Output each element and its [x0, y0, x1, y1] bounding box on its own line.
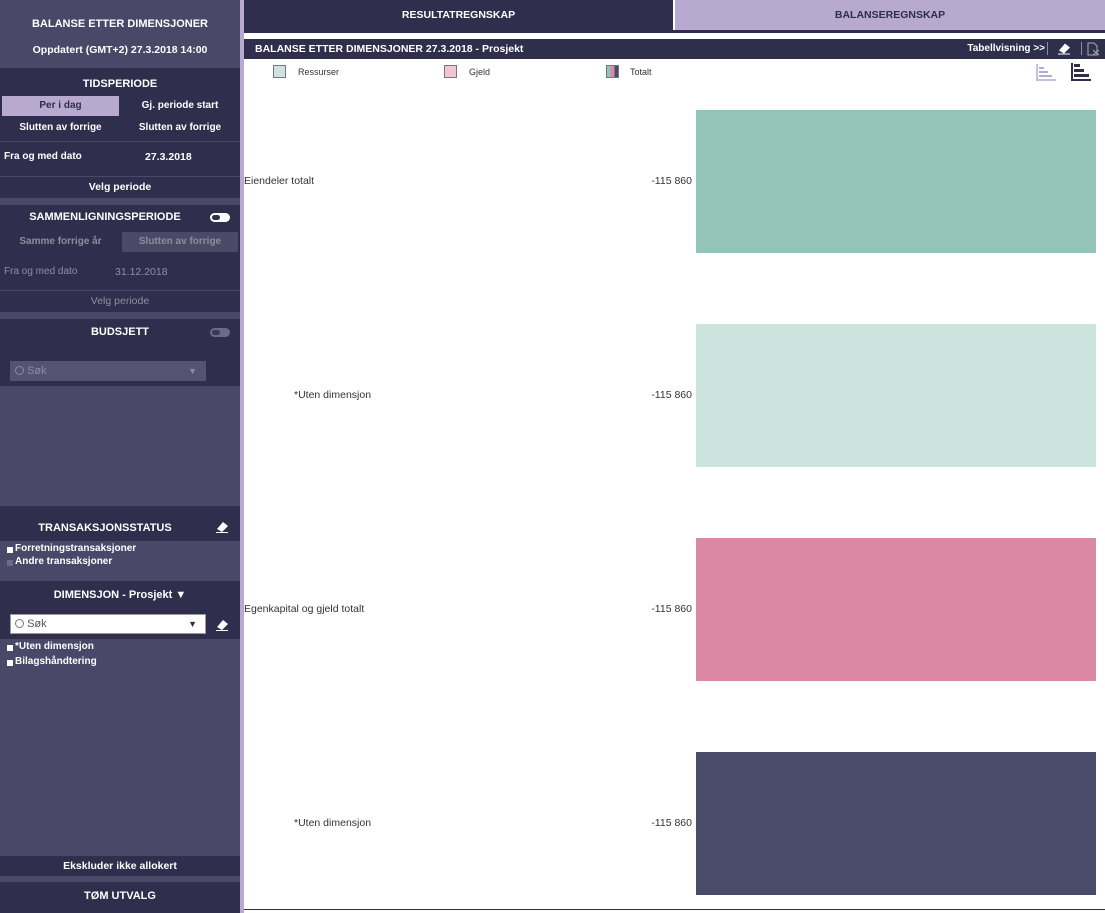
tab-resultatregnskap[interactable]: RESULTATREGNSKAP [244, 0, 673, 30]
report-title: BALANSE ETTER DIMENSJONER [31, 18, 209, 30]
budget-search-input[interactable]: Søk ▼ [10, 361, 206, 381]
bar[interactable] [696, 110, 1096, 253]
period-start-button[interactable]: Gj. periode start [122, 96, 238, 116]
bar[interactable] [696, 752, 1096, 895]
divider [0, 198, 240, 205]
list-item[interactable]: Andre transaksjoner [15, 556, 113, 567]
search-icon [15, 619, 24, 628]
bar-chart-light-icon[interactable] [1036, 64, 1056, 81]
same-last-year-button[interactable]: Samme forrige år [2, 232, 119, 252]
comparison-end-of-previous-button[interactable]: Slutten av forrige [122, 232, 238, 252]
end-of-previous-button[interactable]: Slutten av forrige [2, 118, 119, 138]
sidebar-header: BALANSE ETTER DIMENSJONER Oppdatert (GMT… [0, 0, 240, 68]
comparison-toggle[interactable] [210, 213, 230, 222]
divider [1081, 42, 1082, 55]
row-label: *Uten dimensjon [294, 816, 372, 829]
bar[interactable] [696, 538, 1096, 681]
divider [0, 506, 240, 513]
legend-label-ressurser: Ressurser [298, 67, 340, 77]
comparison-from-date-label: Fra og med dato [4, 266, 78, 277]
divider [1047, 42, 1048, 55]
comparison-from-date-value[interactable]: 31.12.2018 [115, 266, 168, 278]
row-label: Eiendeler totalt [244, 174, 315, 187]
budget-section-title: BUDSJETT [0, 320, 240, 344]
search-icon [15, 366, 24, 375]
exclude-unallocated-button[interactable]: Ekskluder ikke allokert [0, 856, 240, 876]
dimension-title-text: DIMENSJON - Prosjekt [53, 589, 173, 601]
tab-underline [244, 30, 1105, 33]
transaction-status-text: TRANSAKSJONSSTATUS [38, 522, 172, 534]
eraser-icon[interactable] [1057, 42, 1071, 55]
comparison-select-period-button[interactable]: Velg periode [0, 290, 240, 310]
dimension-search-input[interactable]: Søk ▼ [10, 614, 206, 634]
legend-label-totalt: Totalt [630, 67, 652, 77]
budget-list [0, 386, 240, 506]
from-date-label: Fra og med dato [4, 151, 82, 162]
per-i-dag-button[interactable]: Per i dag [2, 96, 119, 116]
chevron-down-icon: ▼ [188, 366, 197, 376]
updated-timestamp: Oppdatert (GMT+2) 27.3.2018 14:00 [32, 44, 208, 56]
data-label: -115 860 [651, 388, 692, 401]
comparison-section-title: SAMMENLIGNINGSPERIODE [0, 205, 240, 229]
transaction-status-list: Forretningstransaksjoner Andre transaksj… [0, 541, 240, 581]
report-tabs: RESULTATREGNSKAP BALANSEREGNSKAP [244, 0, 1105, 32]
checkbox[interactable] [7, 547, 13, 553]
chart-legend: Ressurser Gjeld Totalt [244, 62, 1105, 84]
dimension-section-title: DIMENSJON - Prosjekt ▼ [0, 583, 240, 607]
bar[interactable] [696, 324, 1096, 467]
dimension-search-placeholder: Søk [27, 618, 47, 630]
clear-filter-icon[interactable] [1087, 42, 1100, 56]
from-date-row: Fra og med dato 27.3.2018 [0, 141, 240, 171]
eraser-icon[interactable] [215, 521, 229, 533]
chart-header: BALANSE ETTER DIMENSJONER 27.3.2018 - Pr… [244, 39, 1105, 59]
budget-search-placeholder: Søk [27, 365, 47, 377]
list-item[interactable]: Bilagshåndtering [15, 656, 97, 667]
list-item[interactable]: Forretningstransaksjoner [15, 543, 137, 554]
bottom-border [244, 909, 1105, 910]
clear-selection-button[interactable]: TØM UTVALG [0, 883, 240, 909]
divider [0, 876, 240, 882]
comparison-title-text: SAMMENLIGNINGSPERIODE [29, 211, 181, 223]
period-section-title: TIDSPERIODE [0, 72, 240, 96]
chart-area: Eiendeler totalt -115 860 *Uten dimensjon -… [244, 90, 1105, 910]
sidebar: BALANSE ETTER DIMENSJONER Oppdatert (GMT… [0, 0, 240, 913]
budget-toggle[interactable] [210, 328, 230, 337]
eraser-icon[interactable] [215, 619, 229, 631]
end-of-previous-button-2[interactable]: Slutten av forrige [122, 118, 238, 138]
data-label: -115 860 [651, 174, 692, 187]
comparison-from-date-row: Fra og med dato 31.12.2018 [0, 258, 240, 288]
bar-chart-dark-icon[interactable] [1071, 63, 1091, 81]
chevron-down-icon: ▼ [188, 619, 197, 629]
transaction-status-title: TRANSAKSJONSSTATUS [0, 516, 240, 540]
data-label: -115 860 [651, 602, 692, 615]
select-period-button[interactable]: Velg periode [0, 176, 240, 196]
row-label: *Uten dimensjon [294, 388, 372, 401]
list-item[interactable]: *Uten dimensjon [15, 641, 94, 652]
tab-balanseregnskap[interactable]: BALANSEREGNSKAP [675, 0, 1105, 30]
data-label: -115 860 [651, 816, 692, 829]
legend-swatch-totalt [606, 65, 619, 78]
checkbox[interactable] [7, 560, 13, 566]
legend-swatch-gjeld [444, 65, 457, 78]
row-label: Egenkapital og gjeld totalt [244, 602, 365, 615]
table-view-link[interactable]: Tabellvisning >> [967, 43, 1045, 54]
checkbox[interactable] [7, 660, 13, 666]
from-date-value[interactable]: 27.3.2018 [145, 151, 192, 163]
legend-label-gjeld: Gjeld [469, 67, 491, 77]
chart-title: BALANSE ETTER DIMENSJONER 27.3.2018 - Pr… [255, 43, 524, 55]
legend-swatch-ressurser [273, 65, 286, 78]
sidebar-border [240, 0, 244, 913]
checkbox[interactable] [7, 645, 13, 651]
dimension-list: *Uten dimensjon Bilagshåndtering [0, 639, 240, 856]
dimension-title-wrap[interactable]: DIMENSJON - Prosjekt ▼ [0, 583, 240, 607]
divider [0, 312, 240, 319]
caret-down-icon: ▼ [175, 589, 187, 601]
